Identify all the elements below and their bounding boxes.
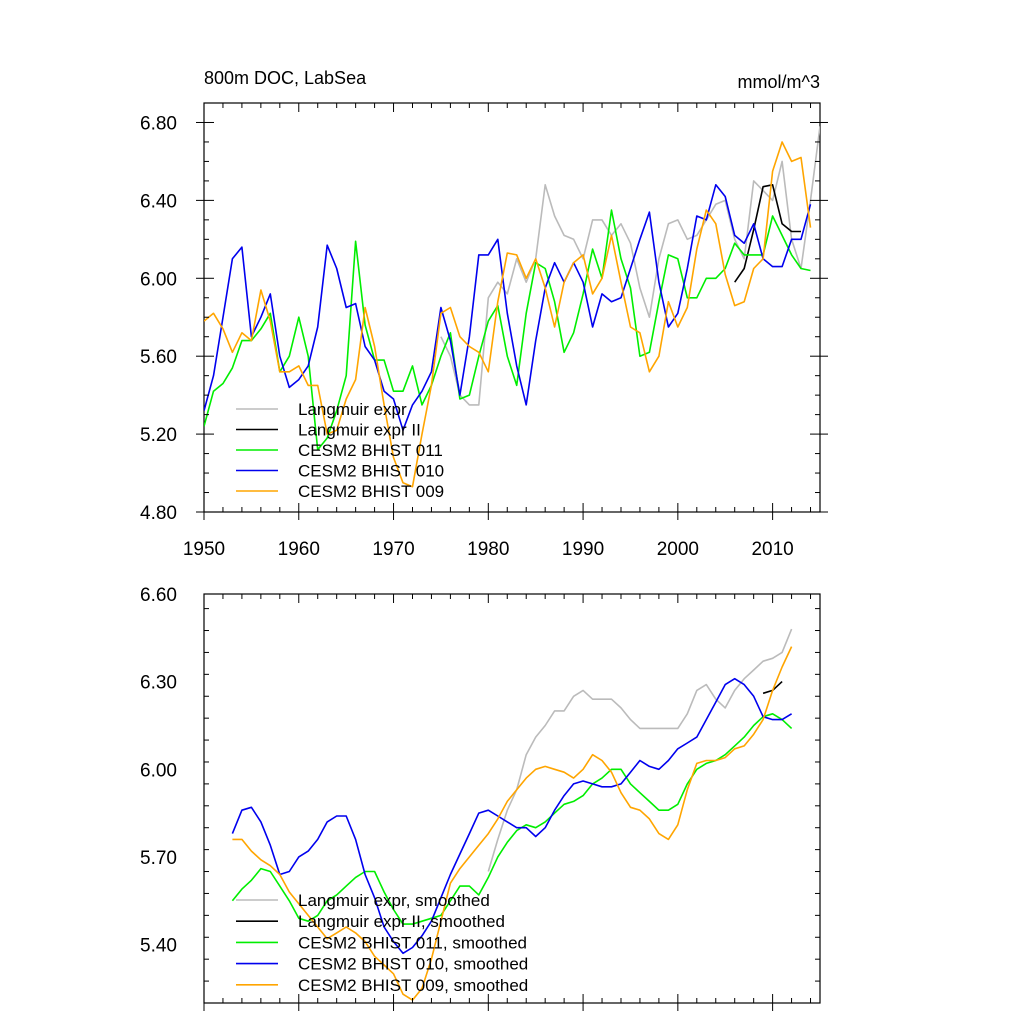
- legend-label: CESM2 BHIST 010, smoothed: [298, 955, 528, 974]
- legend-label: CESM2 BHIST 011, smoothed: [298, 933, 527, 952]
- legend-label: CESM2 BHIST 011: [298, 441, 443, 460]
- y-tick-label: 6.30: [140, 673, 177, 694]
- bottom-panel: 5.40 5.70 6.00 6.30 6.60 Langmuir expr, smoot…: [140, 585, 821, 1011]
- legend-label: CESM2 BHIST 009: [298, 482, 444, 501]
- series-line-4: [231, 677, 793, 955]
- series-line-1: [440, 126, 820, 406]
- plot-frame: [203, 593, 821, 1004]
- legend-label: Langmuir expr, smoothed: [298, 891, 490, 910]
- y-tick-label: 6.60: [140, 585, 177, 606]
- legend-label: CESM2 BHIST 010: [298, 462, 444, 481]
- plot-frame: [203, 102, 821, 513]
- y-tick-label: 6.00: [140, 760, 177, 781]
- y-tick-label: 5.60: [140, 347, 177, 368]
- legend: Langmuir expr, smoothed Langmuir expr II,…: [236, 891, 528, 995]
- y-tick-label: 4.80: [140, 503, 177, 524]
- series-group: [204, 126, 820, 488]
- series-line-3: [231, 712, 793, 925]
- x-tick-label: 1970: [372, 539, 414, 560]
- x-tick-label: 1980: [467, 539, 509, 560]
- legend-label: Langmuir expr II: [298, 421, 421, 440]
- series-group: [231, 628, 793, 1001]
- units-label: mmol/m^3: [738, 72, 820, 92]
- legend-label: CESM2 BHIST 009, smoothed: [298, 976, 528, 995]
- series-line-4: [204, 184, 812, 432]
- x-tick-label: 1960: [278, 539, 320, 560]
- legend-label: Langmuir expr: [298, 400, 407, 419]
- y-tick-label: 5.70: [140, 848, 177, 869]
- legend-label: Langmuir expr II, smoothed: [298, 912, 505, 931]
- top-panel: 1950 1960 1970 1980 1990 2000 2010 4.80 5.20 5.60…: [140, 68, 828, 560]
- x-tick-label: 1990: [562, 539, 604, 560]
- series-line-2: [734, 184, 801, 283]
- series-line-5: [232, 646, 793, 1001]
- series-line-3: [204, 209, 811, 451]
- x-tick-label: 2000: [657, 539, 699, 560]
- y-tick-label: 5.20: [140, 425, 177, 446]
- chart-title: 800m DOC, LabSea: [204, 68, 367, 88]
- series-line-5: [204, 141, 812, 488]
- y-tick-label: 6.00: [140, 269, 177, 290]
- x-tick-label: 2010: [751, 539, 793, 560]
- y-tick-label: 5.40: [140, 936, 177, 957]
- y-tick-label: 6.40: [140, 191, 177, 212]
- x-tick-label: 1950: [183, 539, 225, 560]
- y-tick-label: 6.80: [140, 113, 177, 134]
